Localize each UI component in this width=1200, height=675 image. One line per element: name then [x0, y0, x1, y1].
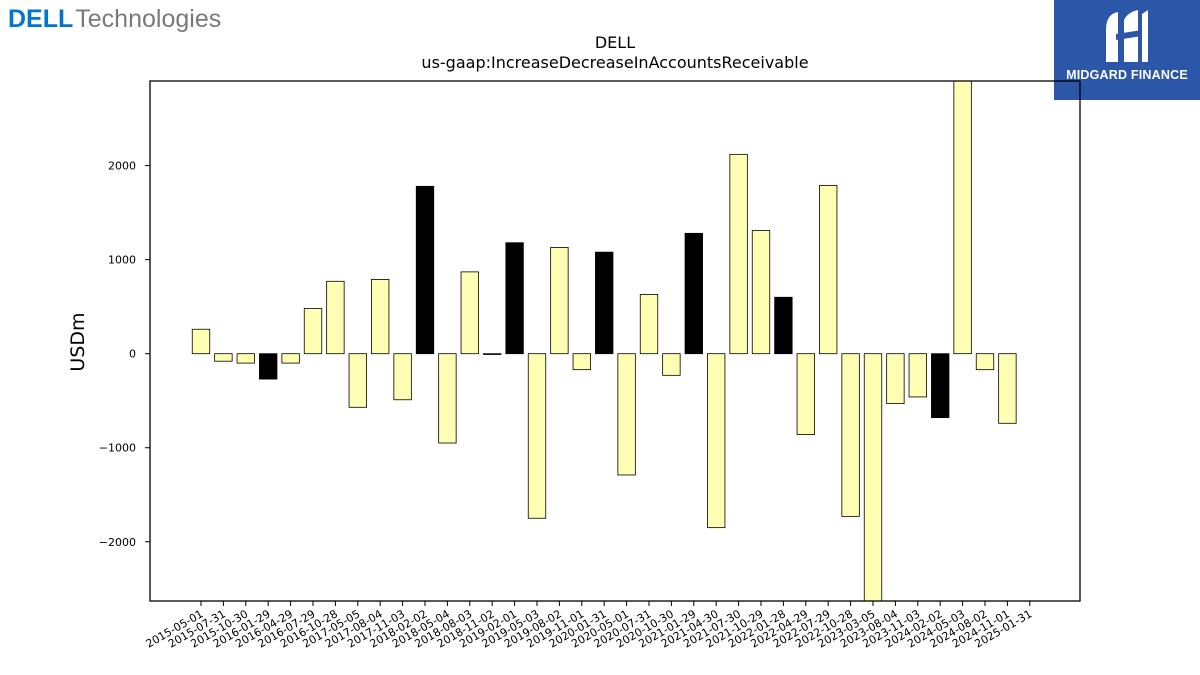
- bar-2020-10-30: [662, 353, 681, 376]
- bar-2024-02-02: [931, 353, 950, 419]
- bar-2023-11-03: [908, 353, 927, 398]
- bar-2021-01-29: [684, 232, 703, 355]
- plot-frame: [149, 80, 1081, 602]
- bar-2021-04-30: [707, 353, 726, 529]
- bar-2020-01-31: [595, 251, 614, 355]
- bar-2018-08-03: [460, 271, 479, 355]
- y-tick-label: 0: [129, 348, 136, 361]
- chart-subtitle: us-gaap:IncreaseDecreaseInAccountsReceiv…: [421, 53, 808, 72]
- dell-wordmark: DELL: [8, 4, 74, 33]
- y-ticks-group: −2000 −1000 0 1000 2000: [99, 160, 150, 549]
- technologies-wordmark: Technologies: [75, 4, 222, 33]
- bar-2022-04-29: [796, 353, 815, 435]
- bar-2016-01-29: [259, 353, 278, 380]
- y-tick-label: −2000: [99, 536, 136, 549]
- midgard-finance-text: MIDGARD FINANCE: [1066, 68, 1188, 82]
- bar-2018-11-02: [483, 353, 502, 355]
- y-tick-label: 1000: [108, 254, 136, 267]
- bar-2017-05-05: [348, 353, 367, 408]
- bar-2016-10-28: [326, 280, 345, 355]
- y-tick-label: −1000: [99, 442, 136, 455]
- bar-2015-07-31: [214, 353, 233, 362]
- bar-2016-04-29: [281, 353, 300, 364]
- bar-2015-10-30: [236, 353, 255, 364]
- bar-2015-05-01: [191, 328, 211, 355]
- bar-2019-05-03: [527, 353, 547, 519]
- bar-2023-03-05: [863, 353, 883, 602]
- bar-2021-07-30: [729, 153, 748, 355]
- bar-2022-07-29: [819, 184, 838, 355]
- bar-2024-05-03: [953, 80, 972, 355]
- bar-2019-08-02: [550, 247, 569, 355]
- bar-2017-08-04: [371, 279, 390, 355]
- midgard-emblem-icon: [1106, 10, 1148, 62]
- dell-technologies-logo: DELL Technologies: [8, 2, 221, 36]
- bar-2024-11-01: [998, 353, 1017, 424]
- chart-title: DELL: [595, 33, 635, 52]
- bar-2022-01-28: [774, 296, 793, 355]
- bar-2016-07-29: [303, 308, 323, 355]
- bar-2018-05-04: [438, 353, 457, 444]
- midgard-finance-logo: MIDGARD FINANCE: [1054, 0, 1200, 100]
- y-tick-label: 2000: [108, 160, 136, 173]
- bar-2022-10-28: [841, 353, 860, 517]
- y-axis-label: USDm: [67, 312, 89, 371]
- x-ticks-group: 2015-05-012015-07-312015-10-302016-01-29…: [144, 601, 1034, 651]
- bar-2023-08-04: [886, 353, 905, 404]
- bar-2019-02-01: [505, 242, 524, 355]
- bars-group: [191, 80, 1017, 602]
- bar-2021-10-29: [751, 230, 771, 355]
- bar-2020-07-31: [639, 294, 659, 355]
- bar-2017-11-03: [393, 353, 412, 401]
- bar-2024-08-02: [975, 353, 995, 371]
- bar-2018-02-02: [415, 185, 435, 355]
- bar-2019-11-01: [572, 353, 591, 371]
- bar-2020-05-01: [617, 353, 636, 476]
